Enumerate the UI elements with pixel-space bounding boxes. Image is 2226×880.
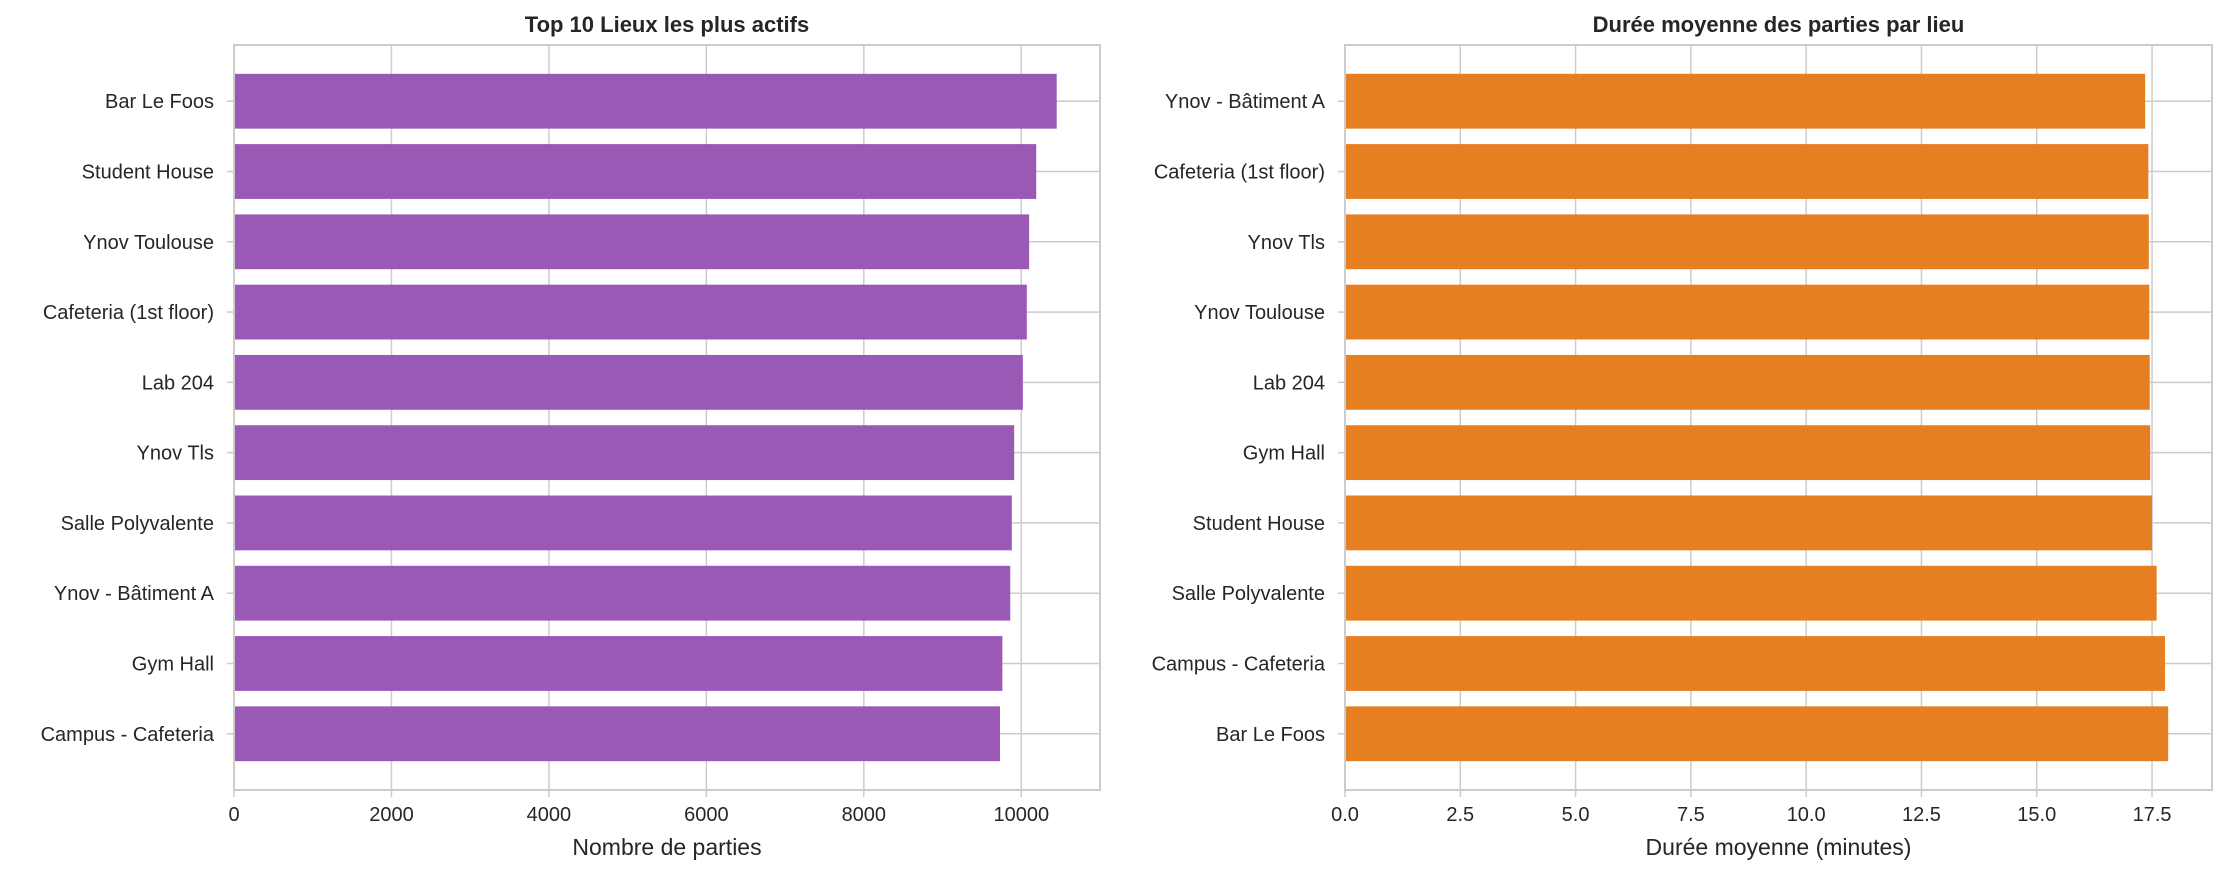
x-tick-label: 7.5 xyxy=(1677,804,1705,826)
y-tick-label: Bar Le Foos xyxy=(1216,724,1325,746)
chart-title: Top 10 Lieux les plus actifs xyxy=(525,12,809,37)
x-tick-label: 10.0 xyxy=(1787,804,1826,826)
bar xyxy=(234,144,1037,199)
x-tick-label: 0.0 xyxy=(1331,804,1359,826)
plot-frame xyxy=(1344,44,2213,791)
bar xyxy=(234,73,1057,129)
y-tick-label: Ynov Tls xyxy=(137,443,214,465)
bar xyxy=(234,284,1027,340)
bar xyxy=(234,706,1001,762)
x-axis-label: Durée moyenne (minutes) xyxy=(1646,834,1912,860)
x-tick-label: 8000 xyxy=(842,804,887,826)
y-tick-label: Lab 204 xyxy=(1253,372,1325,394)
y-tick-label: Gym Hall xyxy=(132,653,214,675)
bar xyxy=(1345,495,2153,551)
bar xyxy=(234,354,1023,410)
bar xyxy=(1345,144,2149,199)
y-tick-label: Cafeteria (1st floor) xyxy=(43,302,214,324)
chart-title: Durée moyenne des parties par lieu xyxy=(1593,12,1965,37)
y-tick-label: Bar Le Foos xyxy=(105,91,214,113)
y-tick-label: Campus - Cafeteria xyxy=(41,724,215,746)
x-tick-label: 5.0 xyxy=(1562,804,1590,826)
bar xyxy=(234,425,1015,481)
y-tick-label: Ynov - Bâtiment A xyxy=(54,583,215,605)
bar xyxy=(234,495,1012,551)
bar xyxy=(1345,706,2169,762)
x-tick-label: 2000 xyxy=(369,804,414,826)
plot-frame xyxy=(233,44,1101,791)
y-tick-label: Salle Polyvalente xyxy=(1172,583,1325,605)
x-tick-label: 0 xyxy=(228,804,239,826)
x-tick-label: 12.5 xyxy=(1902,804,1941,826)
y-tick-label: Salle Polyvalente xyxy=(61,513,214,535)
y-tick-label: Ynov Toulouse xyxy=(1194,302,1325,324)
bar xyxy=(234,214,1030,270)
bar xyxy=(234,565,1011,621)
bar xyxy=(234,636,1003,691)
y-tick-label: Ynov - Bâtiment A xyxy=(1165,91,1326,113)
y-tick-label: Campus - Cafeteria xyxy=(1152,653,1326,675)
y-tick-label: Lab 204 xyxy=(142,372,214,394)
y-tick-label: Ynov Toulouse xyxy=(83,232,214,254)
x-axis-label: Nombre de parties xyxy=(572,834,761,860)
bar xyxy=(1345,214,2149,270)
bar xyxy=(1345,565,2157,621)
x-tick-label: 6000 xyxy=(684,804,729,826)
y-tick-label: Cafeteria (1st floor) xyxy=(1154,162,1325,184)
y-tick-label: Ynov Tls xyxy=(1248,232,1325,254)
x-tick-label: 4000 xyxy=(527,804,572,826)
bar xyxy=(1345,284,2150,340)
x-tick-label: 17.5 xyxy=(2133,804,2172,826)
x-tick-label: 10000 xyxy=(993,804,1049,826)
bar xyxy=(1345,425,2151,481)
y-tick-label: Student House xyxy=(1193,513,1325,535)
bar xyxy=(1345,354,2150,410)
y-tick-label: Student House xyxy=(82,162,214,184)
y-tick-label: Gym Hall xyxy=(1243,443,1325,465)
bar xyxy=(1345,636,2165,691)
x-tick-label: 2.5 xyxy=(1446,804,1474,826)
x-tick-label: 15.0 xyxy=(2017,804,2056,826)
bar xyxy=(1345,73,2146,129)
